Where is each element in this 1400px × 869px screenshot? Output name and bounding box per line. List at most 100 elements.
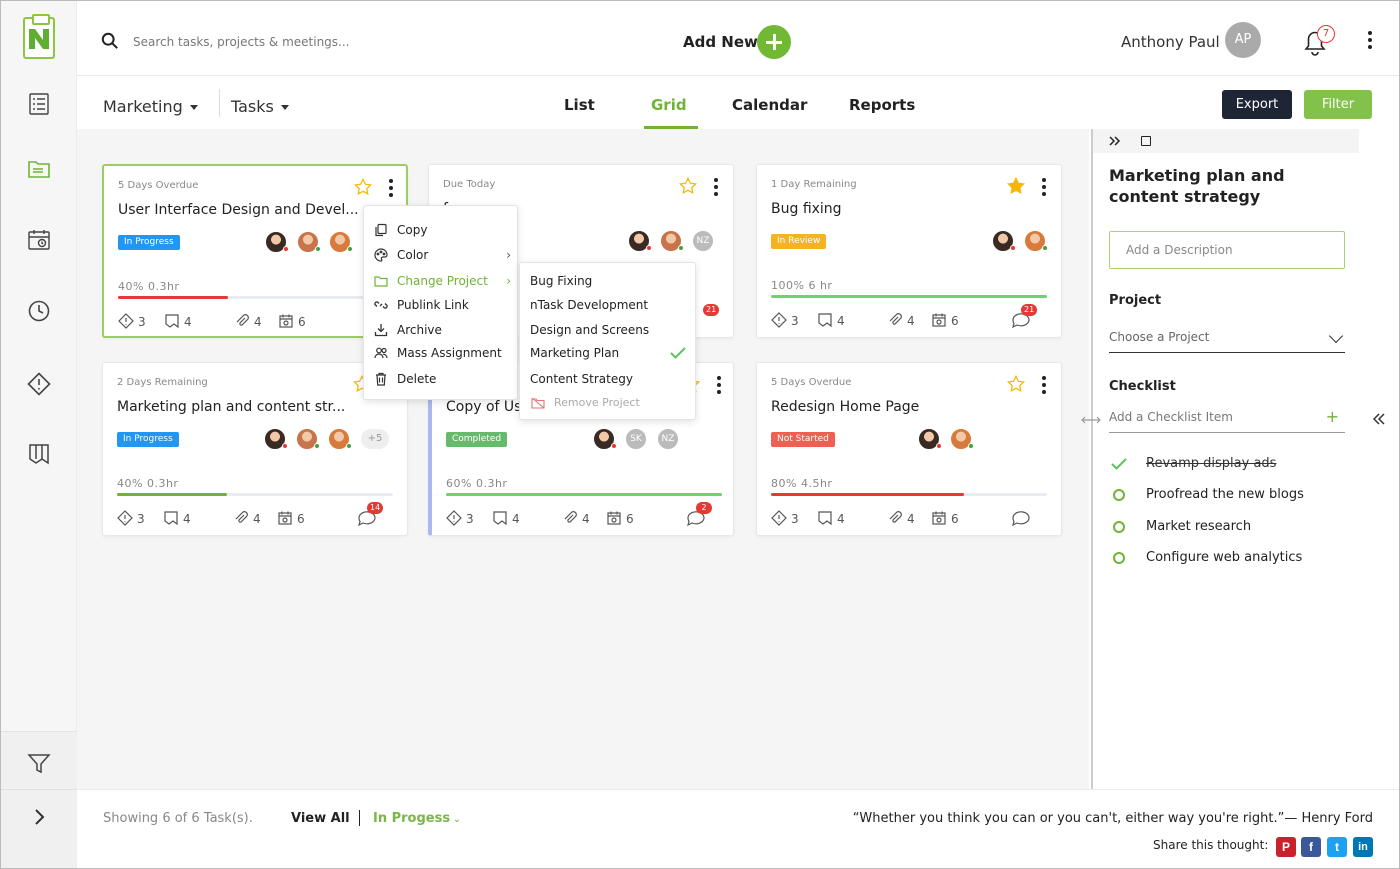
comments-icon[interactable]: 21 [693,304,720,330]
card-more-icon[interactable] [1041,178,1047,200]
issues-count[interactable]: 3 [118,313,146,331]
comments-icon[interactable] [1011,510,1031,528]
expand-rail-chevron-icon[interactable] [27,805,51,829]
task-card[interactable]: 1 Day Remaining Bug fixing In Review 100% 6… [756,164,1062,338]
task-card[interactable]: 5 Days Overdue User Interface Design and … [102,164,408,338]
checked-icon[interactable] [1111,458,1127,470]
attachments-count[interactable]: 4 [234,313,262,331]
avatar[interactable]: NZ [656,427,680,451]
avatar[interactable] [295,427,320,451]
checklist-item[interactable]: Revamp display ads [1109,455,1349,475]
filter-button[interactable]: Filter [1304,90,1372,119]
schedules-count[interactable]: 6 [277,510,305,528]
schedules-count[interactable]: 6 [606,510,634,528]
meetings-count[interactable]: 4 [492,510,520,528]
projects-folder-icon[interactable] [27,157,51,181]
tab-list[interactable]: List [564,96,595,114]
issues-alert-icon[interactable] [27,372,51,396]
issues-count[interactable]: 3 [446,510,474,528]
favorite-star-icon[interactable] [1007,375,1025,393]
task-card[interactable]: 2 Days Remaining Marketing plan and conte… [102,362,408,536]
remove-project-option[interactable]: Remove Project [554,396,640,409]
task-card[interactable]: 5 Days Overdue Redesign Home Page Not Star… [756,362,1062,536]
tab-calendar[interactable]: Calendar [732,96,808,114]
attachments-count[interactable]: 4 [887,312,915,330]
avatar[interactable]: SK [624,427,648,451]
task-title[interactable]: Bug fixing [771,201,842,217]
avatar[interactable] [592,427,617,451]
unchecked-circle-icon[interactable] [1113,521,1125,533]
schedules-count[interactable]: 6 [931,312,959,330]
task-title[interactable]: Redesign Home Page [771,399,920,415]
task-title[interactable]: User Interface Design and Devel... [118,202,359,218]
avatar[interactable] [328,230,353,254]
menu-item-color[interactable]: Color › [364,243,519,267]
favorite-star-icon[interactable] [679,177,697,195]
search-icon[interactable] [101,32,119,50]
comments-icon[interactable]: 21 [1011,304,1038,330]
user-avatar[interactable]: AP [1225,22,1261,58]
meetings-count[interactable]: 4 [163,510,191,528]
linkedin-icon[interactable]: in [1353,837,1373,857]
section-dropdown[interactable]: Tasks [231,97,289,116]
favorite-star-icon[interactable] [1007,177,1025,195]
export-button[interactable]: Export [1222,90,1292,119]
menu-item-copy[interactable]: Copy [364,218,519,242]
attachments-count[interactable]: 4 [562,510,590,528]
twitter-icon[interactable]: t [1327,837,1347,857]
issues-count[interactable]: 3 [771,510,799,528]
project-option-ntask-development[interactable]: nTask Development [530,298,649,312]
tab-reports[interactable]: Reports [849,96,916,114]
favorite-star-icon[interactable] [354,178,372,196]
resize-handle-icon[interactable] [1081,415,1101,425]
menu-item-mass-assignment[interactable]: Mass Assignment [364,341,519,365]
menu-item-archive[interactable]: Archive [364,318,519,342]
avatar[interactable]: NZ [691,229,715,253]
menu-item-change-project[interactable]: Change Project › [364,269,519,293]
meetings-count[interactable]: 4 [817,510,845,528]
double-chevron-right-icon[interactable] [1109,136,1121,146]
calendar-icon[interactable] [27,228,51,252]
meetings-count[interactable]: 4 [164,313,192,331]
card-more-icon[interactable] [713,178,719,200]
avatar[interactable] [1023,229,1048,253]
schedules-count[interactable]: 6 [278,313,306,331]
issues-count[interactable]: 3 [771,312,799,330]
comments-icon[interactable]: 2 [686,502,712,528]
unchecked-circle-icon[interactable] [1113,552,1125,564]
pinterest-icon[interactable]: P [1276,837,1296,857]
facebook-icon[interactable]: f [1301,837,1321,857]
avatar[interactable] [991,229,1016,253]
avatar[interactable] [263,427,288,451]
attachments-count[interactable]: 4 [233,510,261,528]
attachments-count[interactable]: 4 [887,510,915,528]
menu-item-delete[interactable]: Delete [364,367,519,391]
header-more-icon[interactable] [1367,31,1373,53]
avatar[interactable] [296,230,321,254]
checklist-item[interactable]: Market research [1109,518,1349,538]
project-option-marketing-plan[interactable]: Marketing Plan [530,346,620,360]
more-assignees[interactable]: +5 [359,427,391,451]
user-name[interactable]: Anthony Paul [1121,33,1220,51]
avatar[interactable] [327,427,352,451]
timesheet-clock-icon[interactable] [27,299,51,323]
ntask-logo[interactable] [23,14,55,59]
task-list-icon[interactable] [27,92,51,116]
add-checklist-item-icon[interactable]: + [1325,407,1339,426]
panel-task-title[interactable]: Marketing plan and content strategy [1109,166,1285,206]
meetings-map-icon[interactable] [27,442,51,466]
double-chevron-left-icon[interactable] [1373,413,1385,425]
checklist-item-input[interactable]: Add a Checklist Item + [1109,405,1345,433]
checklist-item[interactable]: Configure web analytics [1109,549,1349,569]
view-all-link[interactable]: View All [291,811,350,826]
add-new-plus-button[interactable] [757,25,791,59]
tab-grid[interactable]: Grid [651,96,687,114]
card-more-icon[interactable] [1041,376,1047,398]
unchecked-circle-icon[interactable] [1113,489,1125,501]
avatar[interactable] [264,230,289,254]
avatar[interactable] [917,427,942,451]
comments-icon[interactable]: 14 [357,502,384,528]
project-option-content-strategy[interactable]: Content Strategy [530,372,633,386]
workspace-dropdown[interactable]: Marketing [103,97,198,116]
avatar[interactable] [659,229,684,253]
